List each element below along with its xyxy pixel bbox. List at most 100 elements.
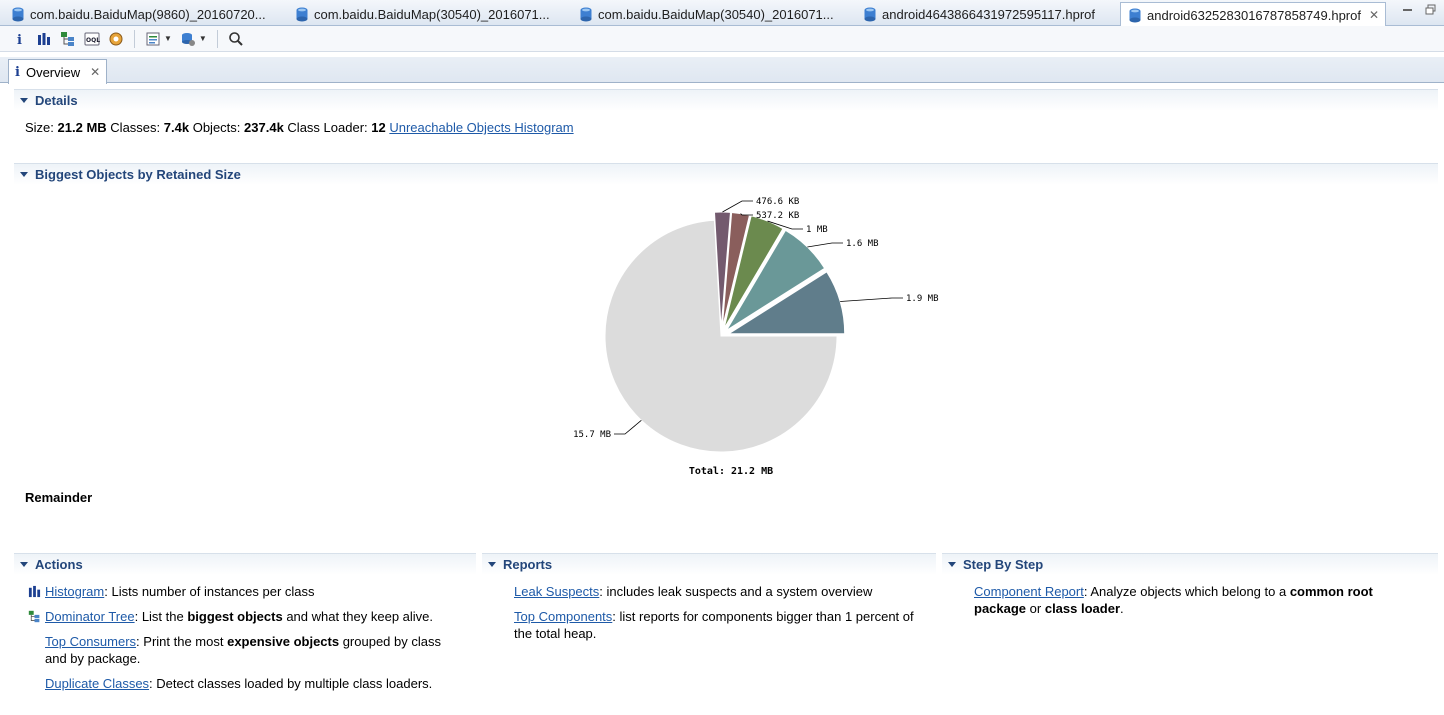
leak-suspects-link[interactable]: Leak Suspects — [514, 584, 600, 599]
action-description-bold: biggest objects — [187, 609, 283, 624]
pie-slice[interactable] — [723, 215, 784, 329]
step-by-step-section-header[interactable]: Step By Step — [942, 553, 1438, 575]
collapse-triangle-icon — [948, 562, 956, 567]
editor-tab-label: com.baidu.BaiduMap(30540)_2016071... — [314, 6, 550, 22]
collapse-triangle-icon — [488, 562, 496, 567]
tab-label: Overview — [25, 64, 81, 80]
pie-total-label: Total: 21.2 MB — [689, 466, 773, 477]
classes-value: 7.4k — [163, 120, 190, 135]
action-description: : Detect classes loaded by multiple clas… — [149, 676, 433, 691]
dominator-tree-icon[interactable] — [58, 29, 78, 49]
pie-slice[interactable] — [726, 229, 826, 331]
step-item-component-report: Component Report: Analyze objects which … — [974, 583, 1394, 617]
size-value: 21.2 MB — [57, 120, 107, 135]
minimize-icon[interactable] — [1402, 4, 1413, 15]
query-browser-icon[interactable] — [143, 29, 163, 49]
section-title: Details — [35, 93, 78, 108]
top-consumers-link[interactable]: Top Consumers — [45, 634, 137, 649]
unreachable-objects-histogram-link[interactable]: Unreachable Objects Histogram — [389, 120, 574, 135]
toolbar: i OQL ▼ ▼ — [0, 26, 1444, 52]
size-label: Size: — [25, 120, 54, 135]
report-description: : includes leak suspects and a system ov… — [599, 584, 873, 599]
reports-list: Leak Suspects: includes leak suspects an… — [514, 583, 924, 650]
report-item-leak-suspects: Leak Suspects: includes leak suspects an… — [514, 583, 924, 600]
step-description: or — [1026, 601, 1045, 616]
heap-dump-icon — [580, 7, 592, 21]
pie-leader-line — [722, 200, 753, 213]
histogram-icon — [28, 585, 41, 598]
heap-dump-icon — [864, 7, 876, 21]
action-description: and what they keep alive. — [282, 609, 434, 624]
pie-slice-label: 1 MB — [806, 225, 828, 235]
report-item-top-components: Top Components: list reports for compone… — [514, 608, 924, 642]
svg-text:i: i — [17, 33, 22, 46]
step-description: : Analyze objects which belong to a — [1083, 584, 1290, 599]
heap-dump-icon — [12, 7, 24, 21]
chevron-down-icon[interactable]: ▼ — [198, 34, 207, 43]
pie-slice[interactable] — [604, 219, 838, 453]
histogram-icon[interactable] — [34, 29, 54, 49]
close-icon[interactable]: ✕ — [1368, 8, 1380, 22]
editor-tab-strip: com.baidu.BaiduMap(9860)_20160720... com… — [0, 0, 1444, 27]
pie-leader-line — [840, 297, 903, 302]
step-by-step-list: Component Report: Analyze objects which … — [974, 583, 1394, 625]
window-controls — [1402, 4, 1436, 15]
editor-tab-label: android6325283016787858749.hprof — [1147, 7, 1361, 23]
editor-tab-3[interactable]: com.baidu.BaiduMap(30540)_2016071... — [572, 2, 854, 26]
collapse-triangle-icon — [20, 98, 28, 103]
editor-tab-4[interactable]: android4643866431972595117.hprof — [856, 2, 1118, 26]
reports-section-header[interactable]: Reports — [482, 553, 936, 575]
duplicate-classes-link[interactable]: Duplicate Classes — [45, 676, 150, 691]
editor-tab-5-active[interactable]: android6325283016787858749.hprof ✕ — [1120, 2, 1386, 27]
objects-label: Objects: — [192, 120, 241, 135]
editor-tab-label: com.baidu.BaiduMap(9860)_20160720... — [30, 6, 266, 22]
heap-dump-icon — [1129, 8, 1141, 22]
objects-value: 237.4k — [244, 120, 284, 135]
actions-list: Histogram: Lists number of instances per… — [28, 583, 465, 700]
oql-icon[interactable]: OQL — [82, 29, 102, 49]
find-leaks-icon[interactable] — [178, 29, 198, 49]
step-description: . — [1120, 601, 1124, 616]
pie-leader-line — [767, 220, 803, 230]
actions-section-header[interactable]: Actions — [14, 553, 476, 575]
pie-slice[interactable] — [726, 271, 846, 335]
section-title: Actions — [35, 557, 83, 572]
dominator-tree-link[interactable]: Dominator Tree — [45, 609, 135, 624]
pie-chart-svg: 1.9 MB 1.6 MB 1 MB 537.2 KB 476.6 KB 15.7 MB T… — [573, 197, 939, 477]
details-summary: Size: 21.2 MB Classes: 7.4k Objects: 237… — [25, 120, 574, 135]
action-description: grouped by class and by package. — [45, 634, 441, 666]
details-section-header[interactable]: Details — [14, 89, 1438, 111]
pie-leader-line — [807, 242, 843, 248]
close-icon[interactable]: ✕ — [90, 65, 101, 79]
editor-tab-label: com.baidu.BaiduMap(30540)_2016071... — [598, 6, 834, 22]
action-item-histogram: Histogram: Lists number of instances per… — [28, 583, 465, 600]
action-description: : List the — [134, 609, 188, 624]
editor-tab-2[interactable]: com.baidu.BaiduMap(30540)_2016071... — [288, 2, 570, 26]
restore-icon[interactable] — [1425, 4, 1436, 15]
chevron-down-icon[interactable]: ▼ — [164, 34, 172, 43]
search-icon[interactable] — [226, 29, 246, 49]
dominator-tree-icon — [28, 610, 40, 623]
collapse-triangle-icon — [20, 172, 28, 177]
top-components-link[interactable]: Top Components — [514, 609, 613, 624]
heap-dump-details-icon[interactable] — [106, 29, 126, 49]
toolbar-separator — [216, 29, 218, 48]
histogram-link[interactable]: Histogram — [45, 584, 105, 599]
classes-label: Classes: — [110, 120, 161, 135]
biggest-objects-section-header[interactable]: Biggest Objects by Retained Size — [14, 163, 1438, 185]
step-description-bold: common root package — [974, 584, 1373, 616]
action-description: : Print the most — [136, 634, 228, 649]
editor-tab-1[interactable]: com.baidu.BaiduMap(9860)_20160720... — [4, 2, 286, 26]
toolbar-separator — [134, 29, 135, 48]
action-item-dominator-tree: Dominator Tree: List the biggest objects… — [28, 608, 465, 625]
remainder-label: Remainder — [25, 490, 93, 505]
component-report-link[interactable]: Component Report — [974, 584, 1084, 599]
action-description-bold: expensive objects — [227, 634, 340, 649]
class-loader-label: Class Loader: — [287, 120, 368, 135]
info-icon: i — [15, 64, 20, 80]
tab-overview[interactable]: i Overview ✕ — [8, 59, 108, 84]
section-title: Reports — [503, 557, 553, 572]
svg-text:OQL: OQL — [86, 37, 100, 44]
info-icon[interactable]: i — [10, 29, 30, 49]
pie-slice-label: 1.9 MB — [906, 294, 939, 304]
